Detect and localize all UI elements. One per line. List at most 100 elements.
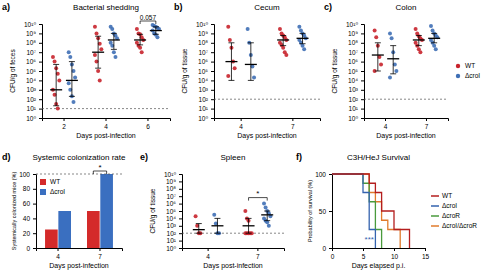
tick-label: 4 bbox=[239, 123, 243, 130]
tick: 10⁶ bbox=[166, 200, 182, 207]
point bbox=[252, 76, 256, 80]
legend-label: WT bbox=[50, 178, 60, 185]
tick-mark bbox=[361, 33, 364, 34]
tick-label: 10⁰ bbox=[26, 115, 36, 122]
tick-mark bbox=[99, 248, 100, 251]
tick-label: 10⁴ bbox=[26, 77, 36, 84]
legend-label: ΔcroI bbox=[442, 202, 457, 209]
marks bbox=[225, 25, 308, 81]
point bbox=[233, 66, 237, 70]
mean-line bbox=[193, 229, 205, 230]
point bbox=[110, 27, 114, 31]
tick-mark bbox=[33, 248, 36, 249]
tick: 10⁸ bbox=[166, 185, 182, 192]
marks bbox=[193, 202, 273, 236]
legend: WTΔcroI bbox=[40, 178, 65, 195]
legend-symbol bbox=[431, 225, 439, 227]
point bbox=[278, 27, 282, 31]
point bbox=[301, 44, 305, 48]
point bbox=[98, 78, 102, 82]
tick-mark bbox=[39, 71, 42, 72]
tick-label: 100 bbox=[315, 171, 326, 178]
tick-label: 0 bbox=[322, 245, 326, 252]
tick-mark bbox=[211, 99, 214, 100]
tick-label: 10¹⁰ bbox=[196, 21, 208, 28]
tick: 7 bbox=[98, 248, 102, 260]
annotation: * bbox=[256, 189, 259, 198]
bar bbox=[58, 211, 71, 248]
tick-mark bbox=[361, 62, 364, 63]
axis-line bbox=[211, 25, 215, 119]
tick: 4 bbox=[206, 248, 210, 260]
point bbox=[155, 35, 159, 39]
panel-label: c) bbox=[324, 2, 332, 12]
point bbox=[95, 31, 99, 35]
tick: 7 bbox=[291, 118, 295, 130]
point bbox=[374, 35, 378, 39]
error-bar bbox=[248, 43, 254, 81]
point bbox=[418, 50, 422, 54]
tick-mark bbox=[179, 211, 182, 212]
tick-mark bbox=[361, 71, 364, 72]
tick-mark bbox=[106, 118, 107, 121]
tick: 10² bbox=[349, 96, 364, 103]
point bbox=[226, 74, 230, 78]
tick: 10¹ bbox=[199, 105, 214, 112]
axis: 47 bbox=[215, 118, 321, 130]
point bbox=[302, 47, 306, 51]
tick-mark bbox=[39, 33, 42, 34]
tick: 10² bbox=[199, 96, 214, 103]
y-axis-title: Systemically colonized mice (%) bbox=[11, 172, 17, 251]
point bbox=[57, 78, 61, 82]
point bbox=[135, 27, 139, 31]
axis-line bbox=[361, 25, 365, 119]
point bbox=[267, 224, 271, 228]
tick-label: 10⁸ bbox=[198, 39, 208, 46]
tick-mark bbox=[211, 52, 214, 53]
tick: 60 bbox=[23, 200, 36, 207]
error-bar bbox=[390, 46, 396, 74]
survival-line bbox=[332, 174, 375, 248]
tick: 10⁷ bbox=[348, 49, 364, 56]
point bbox=[113, 55, 117, 59]
error-bar bbox=[264, 211, 270, 221]
x-axis-title: Days post-infection bbox=[237, 132, 297, 140]
bar bbox=[45, 230, 58, 249]
survival-line bbox=[332, 174, 382, 248]
tick: 100 bbox=[19, 171, 36, 178]
tick: 10⁴ bbox=[198, 77, 214, 84]
y-axis-title: CFU/g of tissue bbox=[331, 48, 339, 93]
tick: 10⁰ bbox=[198, 115, 214, 122]
axis: 10⁰10¹10²10³10⁴10⁵10⁶10⁷10⁸10⁹10¹⁰ bbox=[196, 21, 215, 122]
tick-mark bbox=[361, 24, 364, 25]
x-axis-title: Days post-infection bbox=[49, 262, 109, 270]
tick-mark bbox=[179, 241, 182, 242]
tick-mark bbox=[33, 204, 36, 205]
tick: 10⁸ bbox=[348, 39, 364, 46]
axis-line bbox=[215, 119, 321, 122]
point bbox=[73, 76, 77, 80]
mean-line bbox=[243, 225, 255, 226]
tick: 15 bbox=[422, 248, 430, 260]
tick: 10⁹ bbox=[26, 30, 42, 37]
tick-mark bbox=[39, 80, 42, 81]
tick: 10³ bbox=[349, 86, 364, 93]
tick: 10 bbox=[391, 248, 399, 260]
panel: b)CecumDays post-infectionCFU/g of tissu… bbox=[174, 2, 321, 140]
panel: f)C3H/HeJ SurvivalDays elapsed p.i.Proba… bbox=[296, 152, 477, 270]
error-bar bbox=[111, 33, 117, 49]
tick-mark bbox=[39, 90, 42, 91]
tick-mark bbox=[241, 118, 242, 121]
survival-line bbox=[332, 174, 410, 248]
tick: 10⁹ bbox=[348, 30, 364, 37]
tick: 0 bbox=[26, 245, 36, 252]
tick: 5 bbox=[362, 248, 366, 260]
point bbox=[96, 69, 100, 73]
tick-label: 4 bbox=[56, 253, 60, 260]
x-axis-title: Days elapsed p.i. bbox=[352, 262, 406, 270]
axis: 10⁰10¹10²10³10⁴10⁵10⁶10⁷10⁸10⁹10¹⁰ bbox=[24, 21, 43, 122]
mean-line bbox=[211, 225, 223, 226]
tick-mark bbox=[211, 109, 214, 110]
tick-mark bbox=[361, 52, 364, 53]
tick-label: 10⁵ bbox=[348, 68, 358, 75]
